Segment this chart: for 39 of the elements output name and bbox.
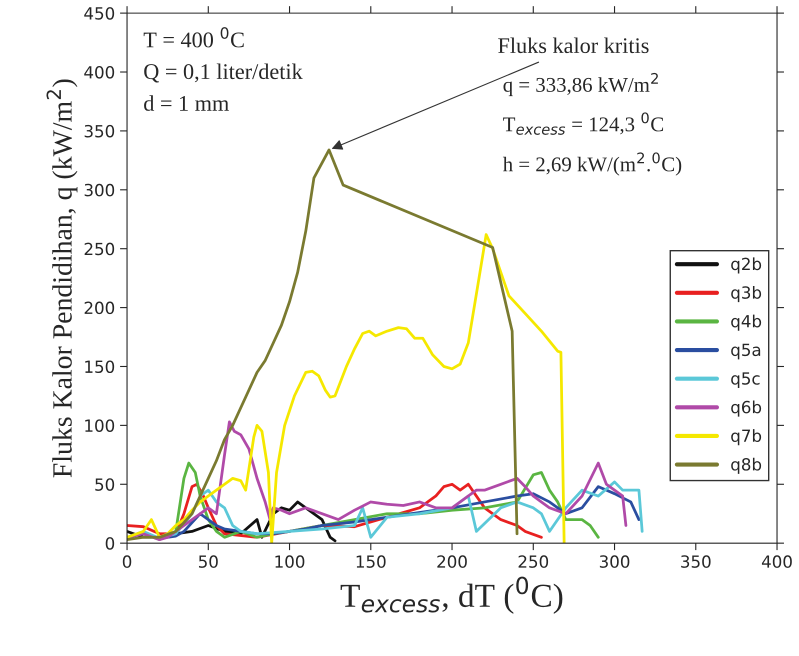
x-tick-label: 100 bbox=[275, 555, 304, 568]
x-tick-label: 350 bbox=[681, 555, 711, 568]
legend-label: q2b bbox=[731, 257, 762, 274]
annotation: T$_{excess}$ = 124,3 $^{0}$C bbox=[503, 112, 664, 135]
annotation: d = 1 mm bbox=[144, 95, 229, 111]
y-tick-label: 400 bbox=[84, 66, 114, 79]
legend-label: q3b bbox=[731, 286, 762, 302]
x-tick-label: 250 bbox=[518, 555, 548, 568]
y-tick-label: 150 bbox=[85, 360, 114, 374]
legend-label: q8b bbox=[731, 458, 762, 474]
y-tick-label: 50 bbox=[95, 478, 114, 491]
y-axis-title: Fluks Kalor Pendidihan, q (kW/m$^{2}$) bbox=[46, 79, 78, 478]
annotation: Fluks kalor kritis bbox=[498, 37, 649, 54]
x-tick-label: 50 bbox=[198, 555, 218, 568]
y-tick-label: 350 bbox=[84, 124, 114, 138]
x-tick-label: 0 bbox=[122, 555, 132, 568]
annotation: T = 400 $^{0}$C bbox=[144, 27, 244, 48]
line-series bbox=[127, 148, 518, 542]
x-tick-label: 300 bbox=[600, 555, 630, 568]
legend-label: q6b bbox=[731, 400, 762, 417]
x-tick-label: 200 bbox=[437, 555, 467, 568]
x-tick-label: 400 bbox=[762, 555, 792, 568]
line-series bbox=[127, 420, 628, 542]
annotation: h = 2,69 kW/(m$^{2}$.$^{0}$C) bbox=[502, 152, 682, 176]
y-tick-label: 450 bbox=[84, 7, 114, 20]
annotation: Q = 0,1 liter/detik bbox=[144, 63, 303, 82]
y-tick-label: 250 bbox=[84, 242, 114, 256]
y-tick-label: 0 bbox=[106, 537, 114, 550]
legend-label: q5a bbox=[731, 344, 760, 360]
y-tick-label: 300 bbox=[84, 184, 114, 196]
annotation: q = 333,86 kW/m$^{2}$ bbox=[503, 72, 658, 96]
y-tick-label: 100 bbox=[85, 419, 114, 432]
line-series bbox=[127, 233, 566, 544]
x-tick-label: 150 bbox=[356, 555, 386, 568]
legend-label: q7b bbox=[731, 429, 762, 446]
legend-label: q5c bbox=[731, 372, 760, 388]
y-tick-label: 200 bbox=[84, 302, 114, 314]
legend-label: q4b bbox=[731, 314, 762, 331]
x-axis-title: T$_{excess}$, dT ($^{0}$C) bbox=[340, 576, 562, 614]
